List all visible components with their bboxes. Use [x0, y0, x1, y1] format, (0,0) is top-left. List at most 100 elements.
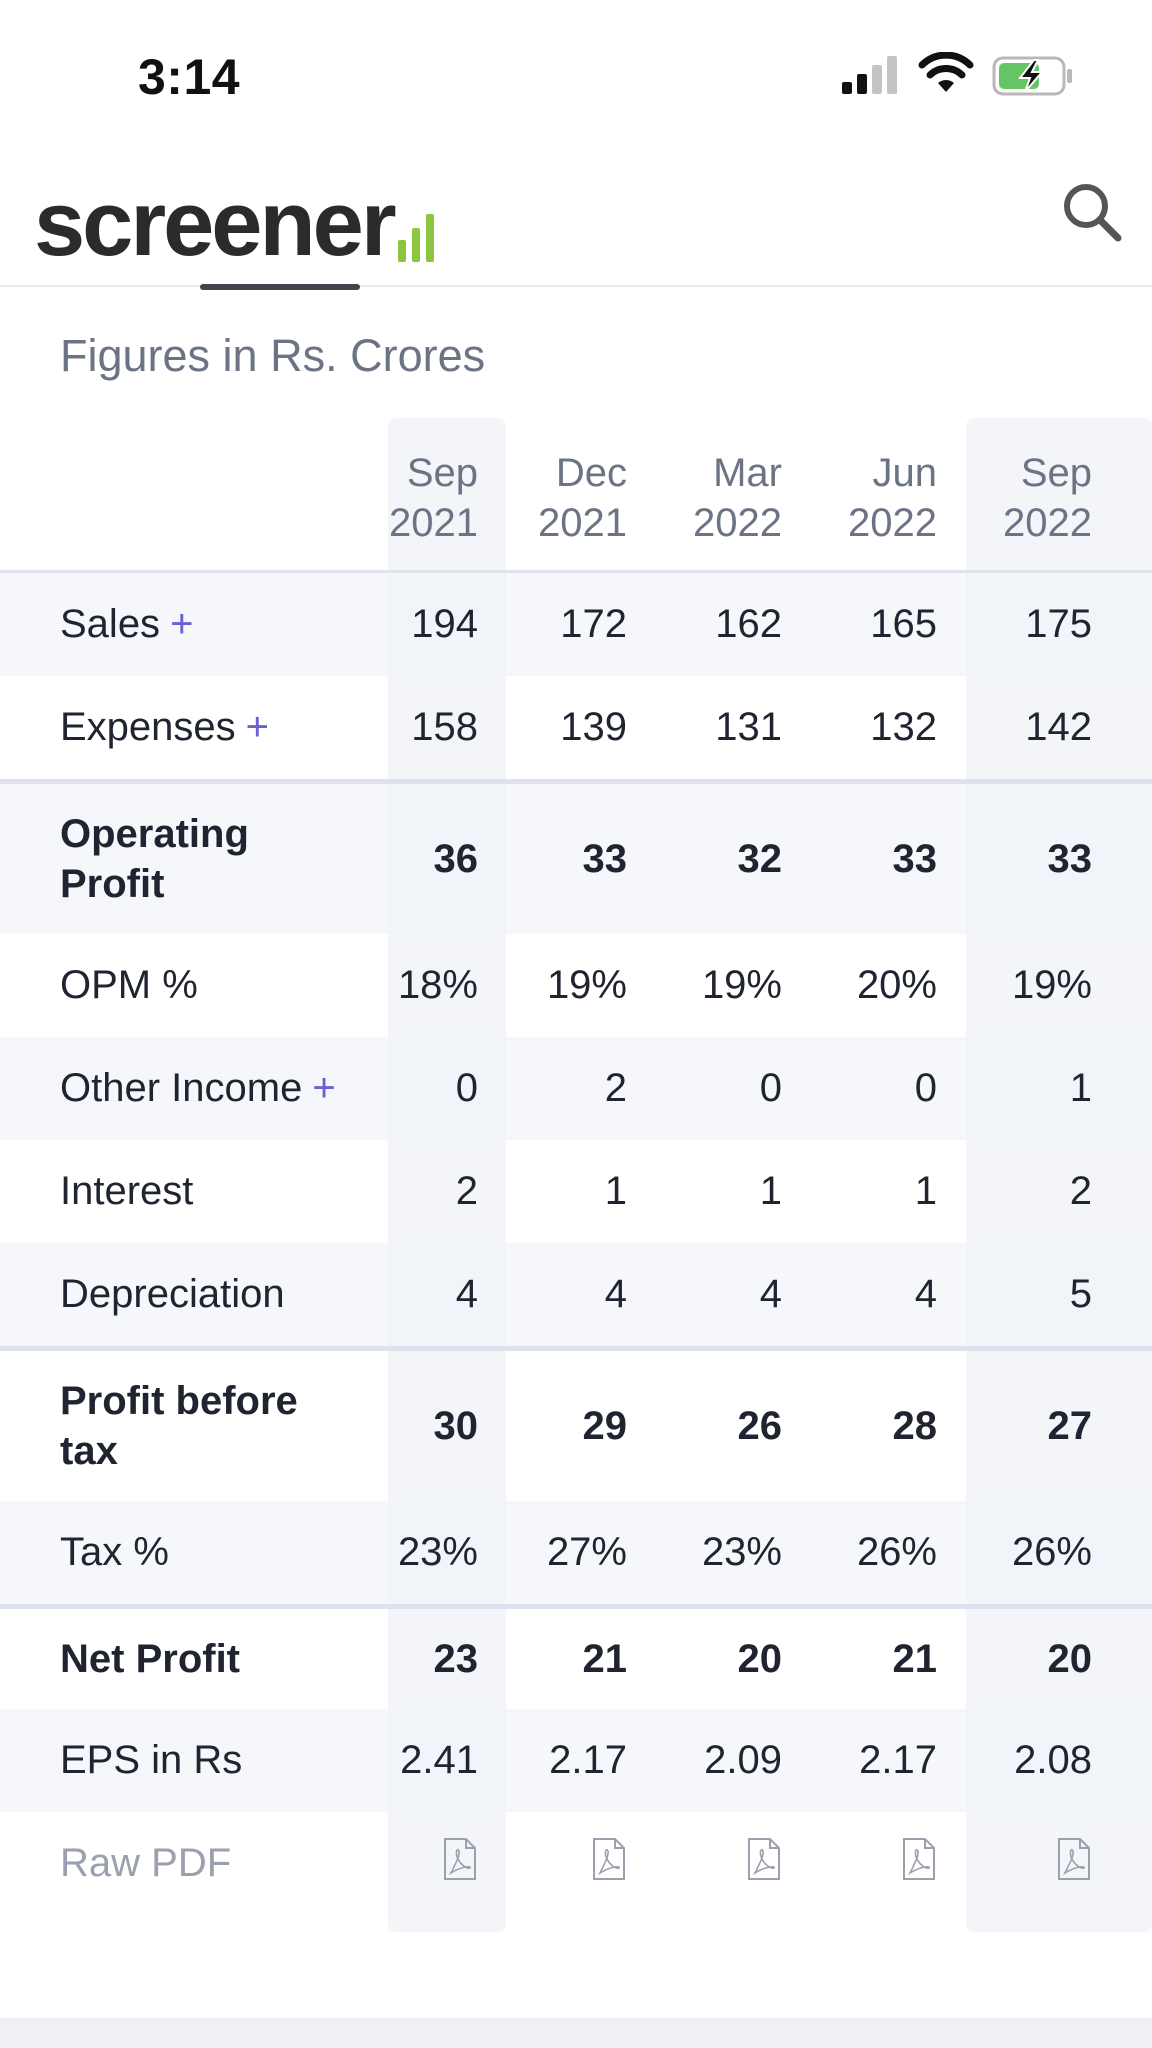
table-cell: 33 [582, 836, 628, 881]
table-cell: 2.41 [400, 1738, 478, 1782]
pdf-file-icon[interactable] [901, 1837, 937, 1881]
table-cell: 194 [411, 602, 478, 646]
section-heading-cut [60, 284, 360, 296]
status-time: 3:14 [138, 49, 241, 105]
section-subtitle: Figures in Rs. Crores [60, 330, 486, 381]
expand-button[interactable]: + [312, 1066, 336, 1110]
expand-button[interactable]: + [245, 705, 270, 749]
table-cell: 18% [397, 963, 478, 1007]
pdf-file-icon[interactable] [442, 1837, 478, 1881]
table-row-operating-profit: Operating Profit 36 33 32 33 33 [0, 779, 1152, 934]
table-cell: 175 [1025, 602, 1092, 646]
table-cell: 19% [546, 963, 627, 1007]
table-cell: 27% [546, 1530, 627, 1574]
quarterly-results-table: Sep 2021 Dec 2021 Mar 2022 Jun 2022 Sep 2022 … [0, 418, 1152, 1932]
column-header: Sep 2022 [1003, 451, 1092, 545]
row-label: Interest [60, 1169, 194, 1213]
table-cell: 20 [737, 1636, 783, 1681]
table-cell: 28 [892, 1403, 938, 1448]
table-cell: 26% [1011, 1530, 1092, 1574]
row-label: EPS in Rs [60, 1738, 243, 1782]
table-row-depreciation: Depreciation 4 4 4 4 5 [0, 1243, 1152, 1346]
table-cell: 23% [701, 1530, 782, 1574]
table-cell: 33 [1047, 836, 1093, 881]
table-cell: 19% [1011, 963, 1092, 1007]
table-cell: 0 [914, 1066, 937, 1110]
table-cell: 158 [411, 705, 478, 749]
pdf-file-icon[interactable] [1056, 1837, 1092, 1881]
table-row-eps: EPS in Rs 2.41 2.17 2.09 2.17 2.08 [0, 1709, 1152, 1812]
table-cell: 2.09 [704, 1738, 782, 1782]
column-header: Jun 2022 [848, 451, 937, 545]
table-cell: 162 [715, 602, 782, 646]
table-cell: 21 [582, 1636, 628, 1681]
table-cell: 132 [870, 705, 937, 749]
table-row-other-income[interactable]: Other Income + 0 2 0 0 1 [0, 1037, 1152, 1140]
pdf-file-icon[interactable] [591, 1837, 627, 1881]
table-cell: 23 [433, 1636, 479, 1681]
table-cell: 4 [914, 1272, 937, 1316]
table-cell: 4 [759, 1272, 782, 1316]
table-cell: 1 [1069, 1066, 1092, 1110]
row-label: Operating Profit [60, 812, 249, 906]
search-icon[interactable] [1060, 180, 1124, 244]
row-label: Raw PDF [60, 1841, 232, 1885]
row-label: OPM % [60, 963, 198, 1007]
wifi-icon [918, 52, 974, 92]
row-label: Profit before tax [60, 1379, 298, 1473]
table-row-interest: Interest 2 1 1 1 2 [0, 1140, 1152, 1243]
row-label: Sales [60, 602, 161, 646]
table-cell: 27 [1047, 1403, 1093, 1448]
table-cell: 26 [737, 1403, 783, 1448]
table-cell: 2 [1069, 1169, 1092, 1213]
pdf-file-icon[interactable] [746, 1837, 782, 1881]
row-label: Depreciation [60, 1272, 285, 1316]
table-cell: 2 [455, 1169, 478, 1213]
table-header-row: Sep 2021 Dec 2021 Mar 2022 Jun 2022 Sep 2022 [0, 418, 1152, 573]
table-cell: 172 [560, 602, 627, 646]
table-cell: 19% [701, 963, 782, 1007]
expand-button[interactable]: + [170, 602, 194, 646]
battery-charging-icon [992, 56, 1072, 96]
row-label: Other Income [60, 1066, 303, 1110]
table-cell: 32 [737, 836, 783, 881]
table-cell: 29 [582, 1403, 628, 1448]
table-cell: 20 [1047, 1636, 1093, 1681]
table-cell: 2 [604, 1066, 627, 1110]
table-cell: 36 [433, 836, 479, 881]
table-cell: 1 [604, 1169, 627, 1213]
page-bottom-divider [0, 2018, 1152, 2048]
column-header: Mar 2022 [693, 451, 782, 545]
table-cell: 4 [604, 1272, 627, 1316]
logo-wordmark: screener [34, 173, 397, 275]
column-header: Sep 2021 [389, 451, 478, 545]
table-cell: 2.08 [1014, 1738, 1092, 1782]
table-cell: 30 [433, 1403, 479, 1448]
status-bar: 3:14 [0, 0, 1152, 150]
logo-bars-icon [397, 214, 434, 262]
table-cell: 23% [397, 1530, 478, 1574]
table-cell: 1 [759, 1169, 782, 1213]
table-cell: 0 [455, 1066, 478, 1110]
table-cell: 4 [455, 1272, 478, 1316]
table-row-sales[interactable]: Sales + 194 172 162 165 175 [0, 573, 1152, 676]
table-row-tax: Tax % 23% 27% 23% 26% 26% [0, 1501, 1152, 1604]
table-row-expenses[interactable]: Expenses + 158 139 131 132 142 [0, 676, 1152, 779]
screener-logo[interactable]: screener [34, 170, 434, 270]
table-row-profit-before-tax: Profit before tax 30 29 26 28 27 [0, 1346, 1152, 1501]
row-label: Net Profit [60, 1636, 240, 1681]
table-cell: 131 [715, 705, 782, 749]
table-cell: 20% [856, 963, 937, 1007]
table-row-opm: OPM % 18% 19% 19% 20% 19% [0, 934, 1152, 1037]
table-row-net-profit: Net Profit 23 21 20 21 20 [0, 1604, 1152, 1709]
table-cell: 5 [1069, 1272, 1092, 1316]
table-row-raw-pdf: Raw PDF [0, 1812, 1152, 1915]
table-cell: 139 [560, 705, 627, 749]
table-cell: 142 [1025, 705, 1092, 749]
row-label: Tax % [60, 1530, 169, 1574]
table-cell: 0 [759, 1066, 782, 1110]
cellular-signal-icon [842, 56, 897, 94]
app-header: screener [0, 150, 1152, 287]
table-cell: 165 [870, 602, 937, 646]
table-cell: 2.17 [549, 1738, 627, 1782]
